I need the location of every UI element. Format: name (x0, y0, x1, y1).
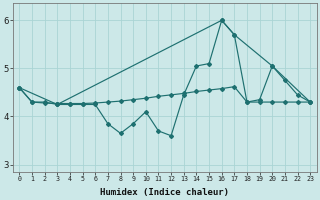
X-axis label: Humidex (Indice chaleur): Humidex (Indice chaleur) (100, 188, 229, 197)
